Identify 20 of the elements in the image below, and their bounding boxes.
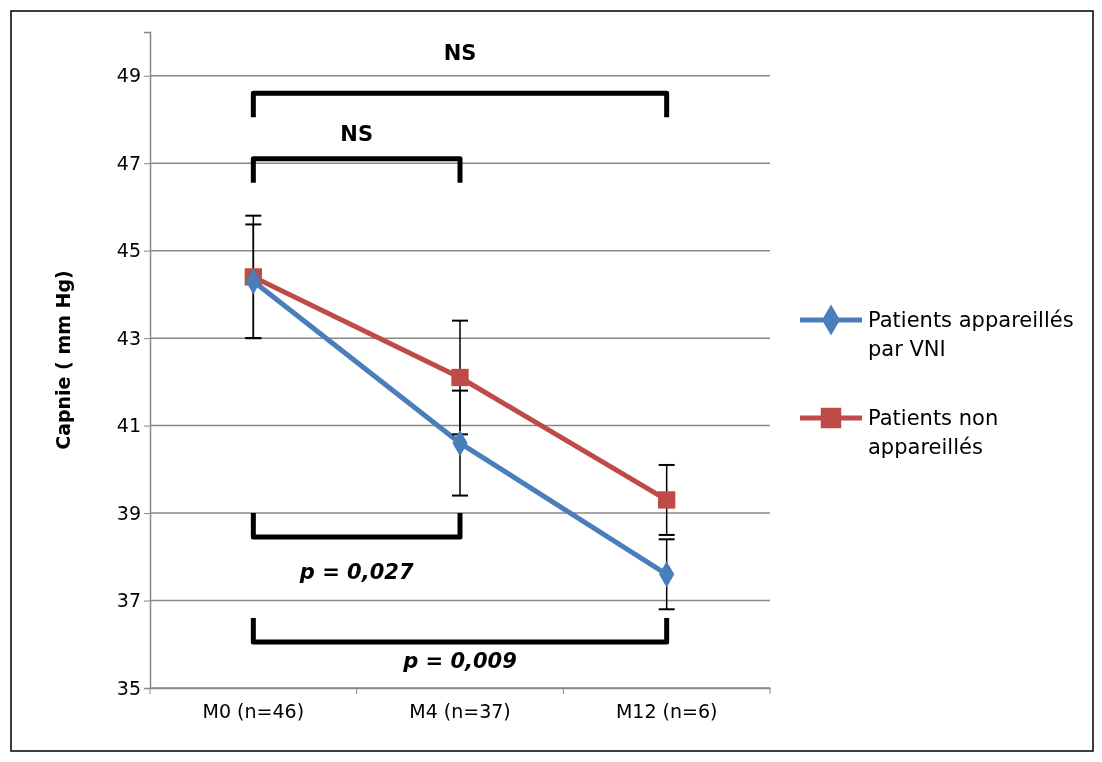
y-tick-label: 35 <box>116 676 141 699</box>
y-tick-label: 47 <box>116 151 141 174</box>
y-tick-label: 49 <box>116 64 141 87</box>
legend-label: Patients appareillés par VNI <box>868 308 1074 362</box>
y-tick-label: 41 <box>116 414 141 437</box>
annotation: NS <box>340 122 374 147</box>
annotation: p = 0,027 <box>298 559 414 584</box>
annotation: NS <box>443 41 477 66</box>
y-axis-title: Capnie ( mm Hg) <box>52 270 74 450</box>
point <box>451 368 469 387</box>
x-tick-label: M0 (n=46) <box>202 699 305 722</box>
y-tick-label: 45 <box>116 239 141 262</box>
annotation: p = 0,009 <box>402 649 517 674</box>
legend-label: Patients non appareillés <box>868 406 999 460</box>
y-tick-label: 37 <box>116 589 141 612</box>
point <box>658 491 676 509</box>
x-tick-label: M4 (n=37) <box>409 699 511 722</box>
y-tick-label: 39 <box>116 501 141 524</box>
x-tick-label: M12 (n=6) <box>615 699 718 722</box>
y-tick-label: 43 <box>116 326 141 349</box>
